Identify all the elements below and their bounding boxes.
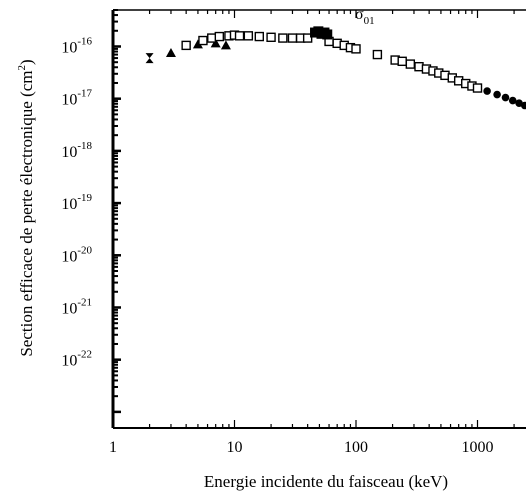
annotation-subscript: 01 bbox=[364, 15, 375, 27]
y-tick-exponent: -20 bbox=[77, 244, 92, 256]
x-axis-title: Energie incidente du faisceau (keV) bbox=[204, 472, 448, 491]
data-point bbox=[198, 35, 208, 46]
data-point bbox=[207, 33, 217, 43]
data-point bbox=[181, 40, 191, 51]
y-tick-label: 10-19 bbox=[61, 192, 92, 213]
y-tick-exponent: -18 bbox=[77, 140, 92, 152]
y-axis-title-superscript: 2 bbox=[16, 65, 28, 71]
data-point bbox=[234, 31, 245, 41]
axes bbox=[111, 9, 526, 429]
data-point bbox=[302, 33, 313, 43]
x-axis-ticks: 1 10 100 1000 bbox=[109, 10, 515, 456]
data-point bbox=[165, 48, 176, 58]
data-point bbox=[214, 31, 225, 42]
y-tick-base: 10 bbox=[61, 144, 77, 161]
y-axis-title-main: Section efficace de perte électronique (… bbox=[17, 71, 36, 357]
y-tick-base: 10 bbox=[61, 92, 77, 109]
data-point bbox=[278, 33, 288, 43]
y-tick-label: 10-21 bbox=[61, 296, 92, 317]
y-axis-title-close: ) bbox=[17, 59, 36, 65]
y-tick-exponent: -16 bbox=[77, 35, 92, 47]
y-tick-exponent: -19 bbox=[77, 192, 92, 204]
sigma-01-annotation: σ01 bbox=[355, 6, 375, 27]
data-point bbox=[287, 33, 298, 43]
data-point bbox=[483, 87, 491, 95]
y-tick-base: 10 bbox=[61, 353, 77, 370]
y-tick-exponent: -22 bbox=[77, 349, 92, 361]
y-tick-exponent: -17 bbox=[77, 88, 92, 100]
data-point bbox=[397, 56, 407, 67]
data-point bbox=[220, 40, 231, 50]
data-point bbox=[372, 49, 383, 60]
data-point bbox=[266, 32, 276, 42]
y-tick-base: 10 bbox=[61, 39, 77, 56]
x-tick-label: 100 bbox=[344, 439, 368, 456]
data-point bbox=[192, 39, 203, 49]
y-tick-exponent: -21 bbox=[77, 296, 92, 308]
data-point bbox=[322, 29, 333, 40]
x-tick-label: 1 bbox=[109, 439, 117, 456]
data-point bbox=[508, 96, 517, 105]
data-point bbox=[501, 93, 510, 102]
data-points bbox=[145, 26, 526, 110]
y-tick-base: 10 bbox=[61, 300, 77, 317]
data-point bbox=[520, 101, 526, 110]
data-point bbox=[351, 44, 361, 54]
x-tick-label: 1000 bbox=[462, 439, 494, 456]
data-point bbox=[145, 53, 154, 64]
y-tick-base: 10 bbox=[61, 248, 77, 265]
y-tick-label: 10-22 bbox=[61, 349, 92, 370]
data-point bbox=[515, 99, 523, 107]
y-tick-label: 10-18 bbox=[61, 140, 92, 161]
annotation-symbol: σ bbox=[355, 6, 364, 23]
y-tick-base: 10 bbox=[61, 196, 77, 213]
data-point bbox=[254, 31, 265, 42]
data-point bbox=[472, 83, 483, 93]
y-axis-title: Section efficace de perte électronique (… bbox=[16, 59, 36, 356]
data-point bbox=[243, 31, 254, 41]
data-point bbox=[493, 90, 501, 99]
y-tick-label: 10-20 bbox=[61, 244, 92, 265]
data-point bbox=[210, 38, 221, 48]
y-tick-label: 10-16 bbox=[61, 35, 92, 56]
x-tick-label: 10 bbox=[227, 439, 243, 456]
data-point bbox=[405, 59, 416, 69]
y-tick-label: 10-17 bbox=[61, 88, 92, 109]
